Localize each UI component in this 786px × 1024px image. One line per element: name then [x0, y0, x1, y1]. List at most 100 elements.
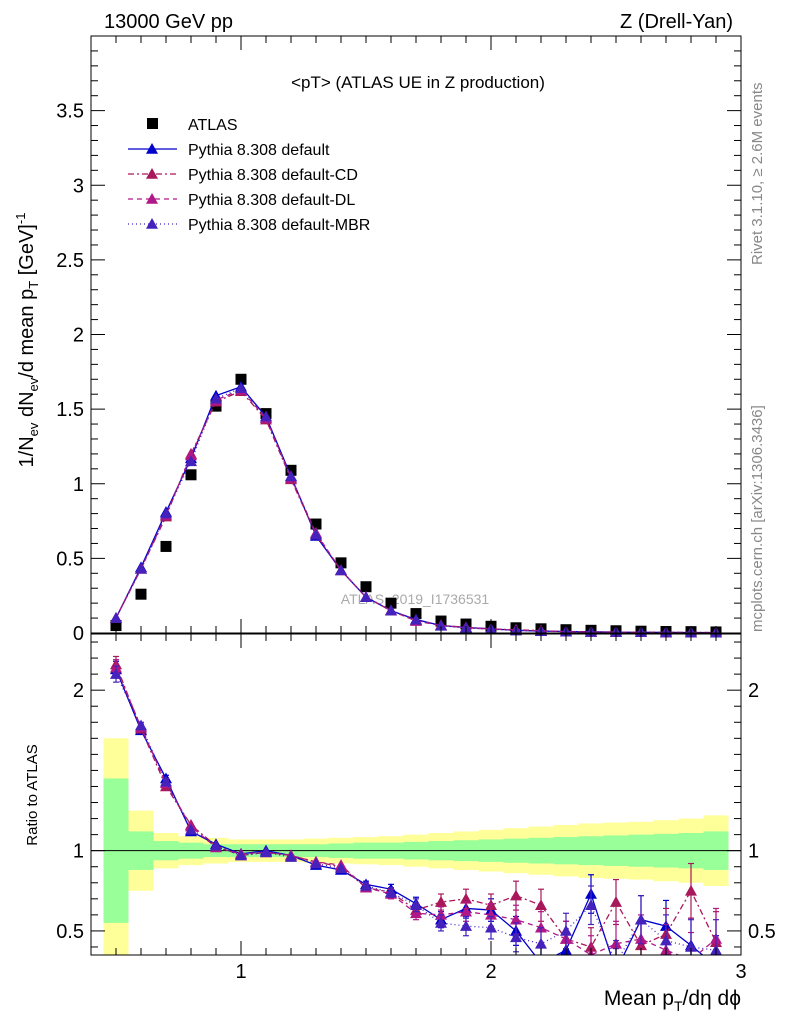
series-marker-4	[310, 528, 322, 540]
ratio-series-marker-3	[510, 931, 522, 943]
ratio-series-marker-2	[460, 905, 472, 917]
header-left: 13000 GeV pp	[104, 11, 233, 33]
ratio-series-marker-0	[610, 965, 622, 976]
main-y-axis-label-p3: /d mean p	[16, 289, 38, 378]
main-y-tick-label: 1	[73, 474, 84, 496]
legend-marker-atlas	[147, 118, 158, 129]
x-axis-label-p2: /dη dϕ	[683, 987, 741, 1010]
ratio-series-marker-3	[560, 924, 572, 936]
ratio-series-marker-1	[460, 892, 472, 904]
ratio-y-tick-label: 0.5	[56, 921, 84, 943]
legend-label: ATLAS	[188, 117, 238, 134]
ratio-series-marker-3	[535, 937, 547, 949]
main-y-axis-label-p1: 1/N	[16, 436, 38, 467]
series-marker-4	[210, 392, 222, 404]
main-plot-panel: ATLAS_2019_I1736531 <pT> (ATLAS UE in Z …	[13, 35, 742, 645]
x-axis-label-p1: Mean p	[604, 987, 674, 1010]
ratio-series-marker-3	[185, 823, 197, 835]
series-marker-4	[260, 410, 272, 422]
ratio-series-marker-3	[485, 921, 497, 933]
ratio-series-marker-3	[110, 668, 122, 679]
series-marker-4	[360, 591, 372, 602]
main-y-axis-label-sub1: ev	[26, 422, 41, 436]
series-marker-4	[135, 562, 147, 574]
ratio-y-tick-label: 2	[73, 680, 84, 702]
legend-marker	[146, 218, 158, 229]
x-axis-label-sub: T	[674, 998, 683, 1014]
main-y-axis-label-sub2: ev	[26, 377, 41, 391]
main-y-tick-label: 3	[73, 175, 84, 197]
main-y-axis-label-p2: dN	[16, 391, 38, 422]
atlas-data-point	[160, 540, 172, 552]
main-y-tick-label: 0	[73, 623, 84, 645]
main-y-tick-label: 2.5	[56, 250, 84, 272]
x-tick-label: 2	[485, 961, 496, 983]
ratio-series-marker-1	[610, 896, 622, 907]
main-y-tick-label: 2	[73, 325, 84, 347]
ratio-series-marker-3	[310, 857, 322, 869]
ratio-series-marker-3	[335, 862, 347, 874]
atlas-data-point	[235, 373, 247, 385]
atlas-data-point	[110, 620, 122, 632]
ratio-series-marker-3	[260, 846, 272, 858]
atlas-data-point	[310, 518, 322, 530]
atlas-data-point	[185, 469, 197, 481]
ratio-series-marker-3	[435, 916, 447, 928]
ratio-series-marker-3	[610, 957, 622, 968]
main-y-axis-label: 1/Nev dNev/d mean pT [GeV]-1	[13, 213, 41, 468]
ratio-series-marker-3	[460, 920, 472, 931]
atlas-data-point	[135, 588, 147, 600]
legend-marker	[146, 143, 158, 154]
series-marker-4	[160, 507, 172, 519]
legend: ATLAS Pythia 8.308 default Pythia 8.308 de…	[128, 117, 370, 234]
ratio-series-marker-3	[160, 775, 172, 787]
ratio-series-marker-0	[535, 957, 547, 968]
ratio-series-marker-3	[410, 899, 422, 911]
series-marker-4	[235, 382, 247, 394]
legend-label: Pythia 8.308 default-DL	[188, 192, 355, 209]
ratio-series-marker-2	[535, 921, 547, 933]
ratio-series-marker-3	[285, 851, 297, 862]
mcplots-reference-label: mcplots.cern.ch [arXiv:1306.3436]	[749, 405, 766, 632]
series-marker-4	[335, 564, 347, 576]
main-y-axis-label-sup: -1	[13, 213, 28, 225]
ratio-series-marker-3	[135, 719, 147, 731]
main-y-tick-label: 1.5	[56, 399, 84, 421]
ratio-series-marker-3	[585, 899, 597, 911]
main-y-tick-label: 3.5	[56, 101, 84, 123]
ratio-series-marker-1	[535, 899, 547, 911]
ratio-series-marker-3	[385, 886, 397, 898]
legend-marker	[146, 168, 158, 179]
ratio-plot-panel: 1 2 30.5 0.51 12 2 Ratio to ATLAS Mean pT/dη …	[24, 633, 776, 1014]
x-tick-label: 1	[235, 961, 246, 983]
ratio-series-marker-3	[635, 913, 647, 925]
ratio-series-marker-3	[360, 879, 372, 891]
ratio-series-marker-1	[435, 896, 447, 907]
ratio-series-marker-2	[410, 907, 422, 919]
legend-label: Pythia 8.308 default	[188, 142, 330, 159]
main-y-axis-label-p4: [GeV]	[16, 224, 38, 281]
atlas-data-point	[360, 581, 372, 593]
x-tick-label: 3	[735, 961, 746, 983]
series-marker-4	[110, 612, 122, 623]
series-marker-4	[185, 455, 197, 467]
atlas-data-point	[385, 597, 397, 609]
main-y-axis-label-sub3: T	[26, 281, 41, 289]
rivet-version-label: Rivet 3.1.10, ≥ 2.6M events	[749, 83, 766, 266]
ratio-y-tick-label-right: 2	[748, 680, 759, 702]
ratio-series-marker-3	[210, 839, 222, 851]
series-marker-4	[435, 619, 447, 631]
ratio-y-tick-label-right: 1	[748, 841, 759, 863]
ratio-y-axis-label: Ratio to ATLAS	[24, 744, 41, 845]
atlas-data-point	[335, 557, 347, 569]
ratio-series-marker-3	[235, 849, 247, 861]
ratio-series-marker-3	[660, 934, 672, 946]
series-marker-4	[385, 604, 397, 616]
ratio-series-marker-1	[685, 884, 697, 896]
legend-label: Pythia 8.308 default-CD	[188, 167, 358, 184]
legend-marker	[146, 193, 158, 204]
ratio-series-marker-0	[710, 960, 722, 971]
series-marker-4	[410, 613, 422, 625]
ratio-series-line-0	[115, 669, 704, 955]
